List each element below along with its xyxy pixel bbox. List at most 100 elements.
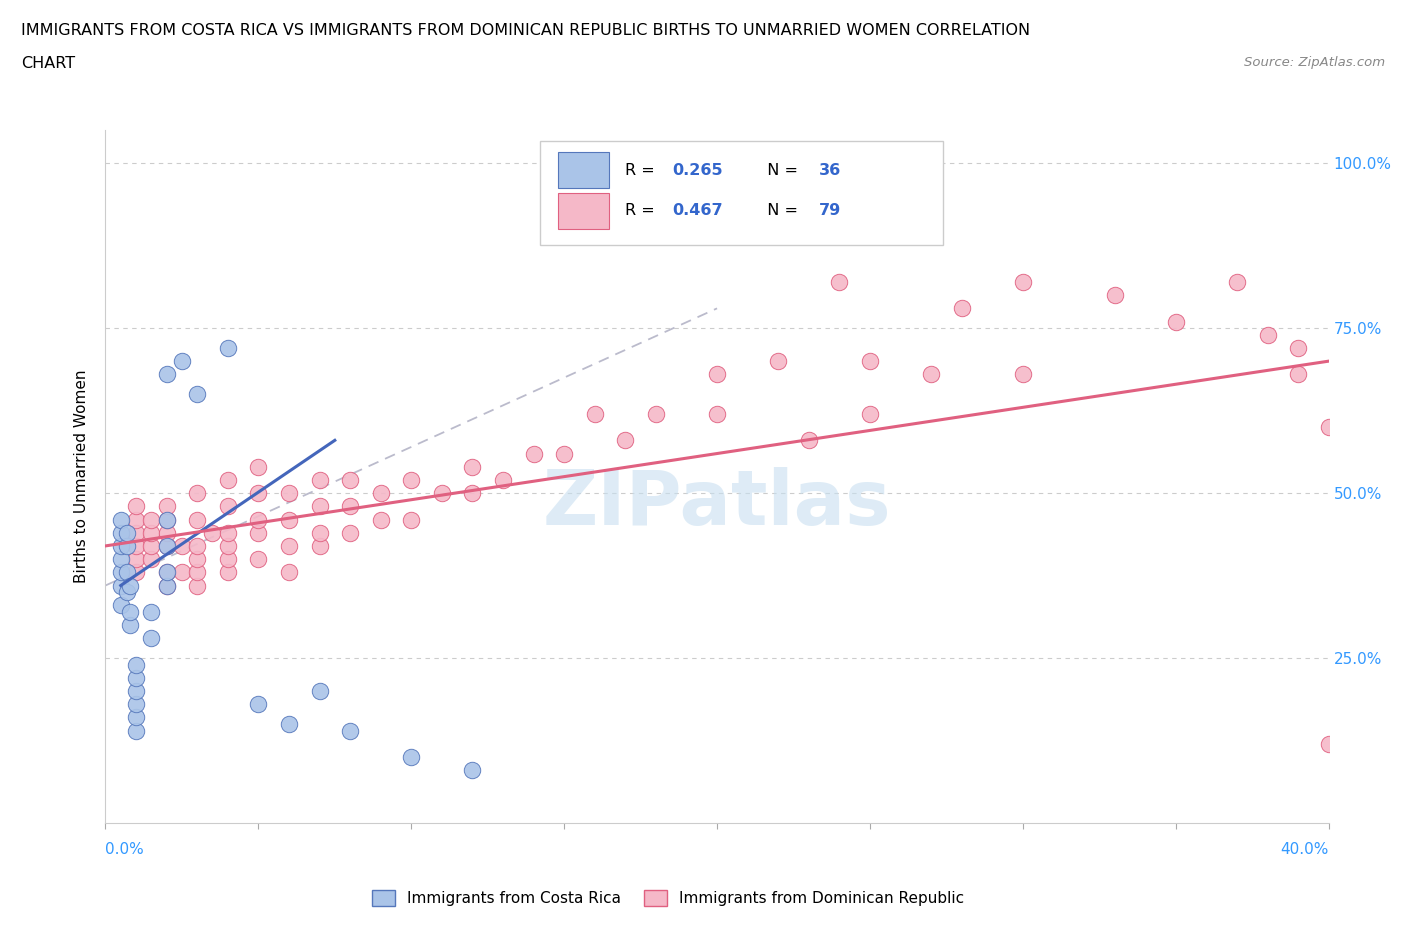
Point [920, 367, 942, 382]
Point [339, 498, 361, 513]
Text: ZIPatlas: ZIPatlas [543, 468, 891, 541]
Point [115, 565, 138, 579]
Text: 0.467: 0.467 [672, 203, 723, 218]
Point [430, 485, 453, 500]
Point [201, 525, 224, 540]
Point [1286, 367, 1309, 382]
Point [308, 538, 330, 553]
Point [115, 538, 138, 553]
Point [186, 387, 208, 402]
Point [141, 512, 163, 527]
Text: 40.0%: 40.0% [1281, 842, 1329, 857]
Point [492, 472, 515, 487]
Point [1011, 274, 1033, 289]
Point [339, 525, 361, 540]
Point [1011, 367, 1033, 382]
Point [1317, 737, 1340, 751]
Point [217, 565, 239, 579]
Point [115, 525, 138, 540]
Point [125, 710, 148, 724]
Point [110, 598, 132, 613]
Point [155, 565, 177, 579]
Point [278, 717, 301, 732]
Point [553, 446, 575, 461]
Point [110, 525, 132, 540]
FancyBboxPatch shape [540, 140, 943, 245]
Point [170, 538, 193, 553]
Point [247, 697, 270, 711]
Point [1286, 340, 1309, 355]
Point [523, 446, 546, 461]
Text: N =: N = [758, 203, 804, 218]
Text: R =: R = [626, 203, 661, 218]
Point [1226, 274, 1249, 289]
Point [706, 406, 728, 421]
Point [401, 750, 423, 764]
Text: 0.265: 0.265 [672, 163, 723, 178]
Point [308, 472, 330, 487]
Point [768, 353, 790, 368]
Point [247, 551, 270, 566]
Point [186, 551, 208, 566]
Point [797, 432, 820, 447]
Point [155, 498, 177, 513]
Point [278, 538, 301, 553]
Point [155, 512, 177, 527]
Point [828, 274, 851, 289]
Point [217, 551, 239, 566]
Point [125, 538, 148, 553]
Point [125, 697, 148, 711]
FancyBboxPatch shape [558, 153, 609, 189]
Text: IMMIGRANTS FROM COSTA RICA VS IMMIGRANTS FROM DOMINICAN REPUBLIC BIRTHS TO UNMAR: IMMIGRANTS FROM COSTA RICA VS IMMIGRANTS… [21, 23, 1031, 38]
Point [155, 512, 177, 527]
Point [247, 459, 270, 474]
Point [115, 585, 138, 600]
Point [186, 538, 208, 553]
Point [155, 367, 177, 382]
Point [186, 565, 208, 579]
Point [110, 551, 132, 566]
Point [370, 485, 392, 500]
Point [118, 618, 141, 632]
Y-axis label: Births to Unmarried Women: Births to Unmarried Women [75, 370, 90, 583]
Point [170, 565, 193, 579]
Point [141, 551, 163, 566]
Point [186, 578, 208, 593]
Point [1164, 314, 1187, 329]
Point [118, 578, 141, 593]
Point [583, 406, 606, 421]
Point [217, 498, 239, 513]
Point [401, 512, 423, 527]
Point [125, 684, 148, 698]
Point [155, 538, 177, 553]
Point [110, 512, 132, 527]
Point [155, 578, 177, 593]
Point [278, 485, 301, 500]
Point [614, 432, 637, 447]
Point [118, 604, 141, 619]
Point [706, 367, 728, 382]
Point [247, 485, 270, 500]
Point [247, 525, 270, 540]
Point [308, 525, 330, 540]
Point [141, 525, 163, 540]
Point [141, 604, 163, 619]
Point [125, 512, 148, 527]
Point [461, 485, 484, 500]
Point [339, 472, 361, 487]
Point [1104, 287, 1126, 302]
Point [950, 301, 973, 316]
Point [278, 512, 301, 527]
Point [125, 551, 148, 566]
Point [155, 565, 177, 579]
Point [644, 406, 666, 421]
Point [859, 353, 882, 368]
Point [217, 472, 239, 487]
Text: R =: R = [626, 163, 661, 178]
Point [859, 406, 882, 421]
Point [141, 538, 163, 553]
Point [461, 459, 484, 474]
Text: CHART: CHART [21, 56, 75, 71]
Point [110, 565, 132, 579]
Text: 0.0%: 0.0% [105, 842, 145, 857]
